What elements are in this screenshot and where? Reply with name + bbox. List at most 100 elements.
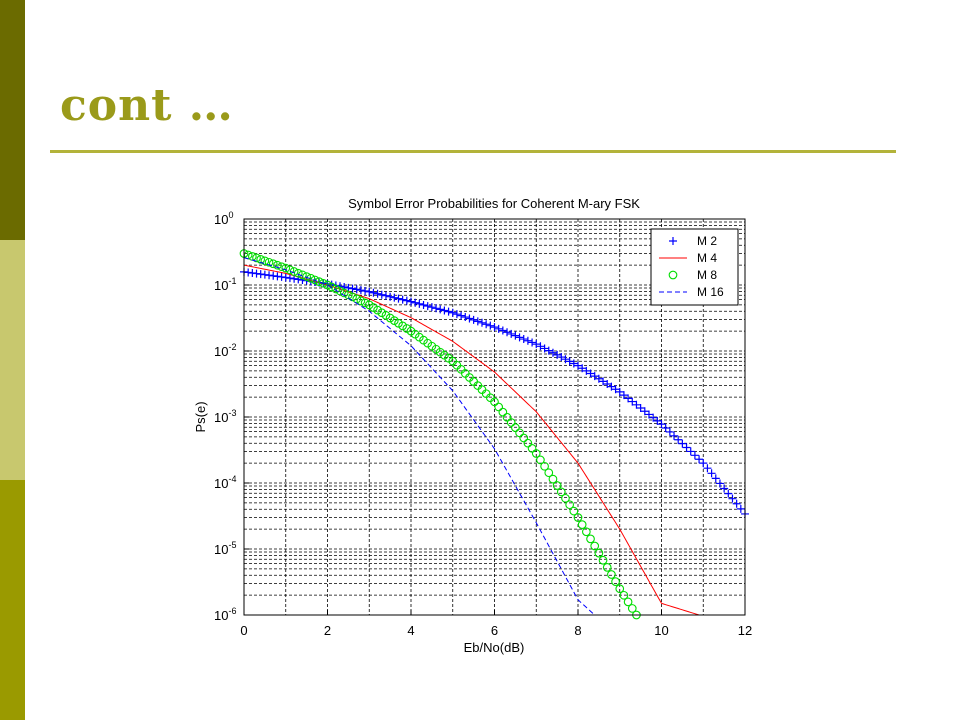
data-point-m-2 bbox=[565, 357, 574, 366]
legend-swatch-m-8 bbox=[668, 270, 678, 280]
x-axis-label: Eb/No(dB) bbox=[464, 640, 525, 655]
data-point-m-2 bbox=[469, 315, 478, 324]
data-point-m-2 bbox=[532, 340, 541, 349]
data-point-m-2 bbox=[407, 297, 415, 306]
data-point-m-2 bbox=[653, 416, 662, 425]
data-point-m-2 bbox=[344, 283, 353, 292]
data-point-m-2 bbox=[490, 323, 499, 332]
data-point-m-8 bbox=[536, 455, 545, 465]
data-point-m-8 bbox=[594, 548, 604, 558]
data-point-m-2 bbox=[699, 459, 708, 468]
data-point-m-2 bbox=[728, 494, 737, 503]
data-point-m-8 bbox=[527, 443, 537, 453]
data-point-m-8 bbox=[498, 407, 508, 417]
data-point-m-2 bbox=[381, 291, 390, 300]
data-point-m-2 bbox=[365, 287, 374, 296]
y-axis-label: Ps(e) bbox=[193, 401, 208, 432]
slide-title: cont … bbox=[60, 80, 234, 131]
data-point-m-2 bbox=[386, 292, 395, 301]
data-point-m-8 bbox=[573, 513, 583, 522]
data-point-m-8 bbox=[602, 563, 612, 572]
data-point-m-2 bbox=[415, 299, 424, 308]
data-point-m-8 bbox=[260, 256, 270, 266]
data-point-m-8 bbox=[627, 604, 637, 613]
legend: M 2 M 4 M 8 M 16 bbox=[650, 228, 739, 306]
data-point-m-2 bbox=[674, 435, 683, 444]
data-point-m-2 bbox=[586, 369, 595, 378]
data-point-m-2 bbox=[599, 377, 608, 386]
data-point-m-2 bbox=[461, 313, 470, 322]
data-point-m-2 bbox=[373, 289, 382, 298]
data-point-m-8 bbox=[281, 263, 291, 273]
data-point-m-2 bbox=[511, 331, 520, 340]
data-point-m-2 bbox=[348, 284, 357, 293]
data-point-m-8 bbox=[623, 597, 633, 607]
data-point-m-2 bbox=[528, 338, 537, 347]
y-tick-label: 100 bbox=[214, 210, 233, 227]
data-point-m-8 bbox=[544, 468, 554, 478]
data-point-m-2 bbox=[548, 348, 557, 357]
data-point-m-2 bbox=[619, 391, 628, 400]
legend-label-m-8: M 8 bbox=[697, 268, 717, 282]
data-point-m-8 bbox=[252, 253, 261, 263]
x-tick-label: 8 bbox=[574, 623, 581, 638]
data-point-m-8 bbox=[590, 541, 600, 551]
data-point-m-2 bbox=[657, 420, 666, 429]
data-point-m-8 bbox=[339, 288, 349, 298]
data-point-m-2 bbox=[482, 320, 491, 329]
data-point-m-8 bbox=[273, 260, 282, 270]
data-point-m-8 bbox=[569, 506, 579, 516]
data-point-m-2 bbox=[574, 361, 582, 370]
data-point-m-2 bbox=[361, 286, 370, 295]
data-point-m-8 bbox=[556, 487, 566, 497]
x-tick-label: 6 bbox=[491, 623, 498, 638]
data-point-m-2 bbox=[398, 295, 407, 304]
data-point-m-2 bbox=[486, 321, 495, 330]
data-point-m-2 bbox=[540, 344, 549, 353]
data-point-m-2 bbox=[402, 296, 411, 305]
data-point-m-8 bbox=[619, 590, 629, 600]
data-point-m-2 bbox=[603, 380, 612, 389]
data-point-m-8 bbox=[318, 278, 328, 288]
data-point-m-8 bbox=[314, 277, 324, 286]
data-point-m-2 bbox=[498, 326, 507, 335]
data-point-m-8 bbox=[356, 296, 366, 306]
data-point-m-2 bbox=[644, 410, 653, 419]
data-point-m-8 bbox=[540, 461, 549, 471]
data-point-m-2 bbox=[536, 342, 545, 351]
data-point-m-8 bbox=[327, 282, 337, 292]
data-point-m-2 bbox=[557, 353, 566, 362]
data-point-m-8 bbox=[561, 493, 570, 503]
y-tick-label: 10-2 bbox=[214, 342, 236, 359]
data-point-m-2 bbox=[419, 300, 428, 309]
y-tick-label: 10-6 bbox=[214, 606, 236, 623]
y-tick-label: 10-4 bbox=[214, 474, 236, 491]
data-point-m-2 bbox=[607, 382, 616, 391]
data-point-m-2 bbox=[611, 385, 620, 394]
data-point-m-2 bbox=[352, 285, 361, 294]
x-tick-label: 10 bbox=[654, 623, 668, 638]
data-point-m-8 bbox=[523, 438, 533, 448]
data-point-m-8 bbox=[586, 534, 595, 544]
x-ticks: 0 2 4 6 8 10 12 bbox=[240, 610, 752, 638]
data-point-m-8 bbox=[506, 418, 516, 427]
accent-bar-bottom bbox=[0, 480, 25, 720]
data-point-m-2 bbox=[285, 274, 294, 283]
data-point-m-2 bbox=[503, 328, 512, 337]
data-point-m-2 bbox=[457, 311, 466, 320]
data-point-m-8 bbox=[581, 527, 591, 537]
data-point-m-2 bbox=[448, 308, 457, 317]
data-point-m-2 bbox=[494, 324, 503, 333]
data-point-m-2 bbox=[369, 288, 378, 297]
data-point-m-2 bbox=[356, 286, 365, 295]
legend-label-m-4: M 4 bbox=[697, 251, 717, 265]
data-point-m-2 bbox=[427, 303, 436, 312]
data-point-m-8 bbox=[264, 257, 274, 267]
data-point-m-2 bbox=[553, 350, 562, 359]
data-point-m-2 bbox=[452, 310, 461, 319]
accent-bar-top bbox=[0, 0, 25, 240]
data-point-m-2 bbox=[578, 364, 587, 373]
data-point-m-2 bbox=[682, 443, 691, 452]
legend-box bbox=[650, 228, 739, 306]
